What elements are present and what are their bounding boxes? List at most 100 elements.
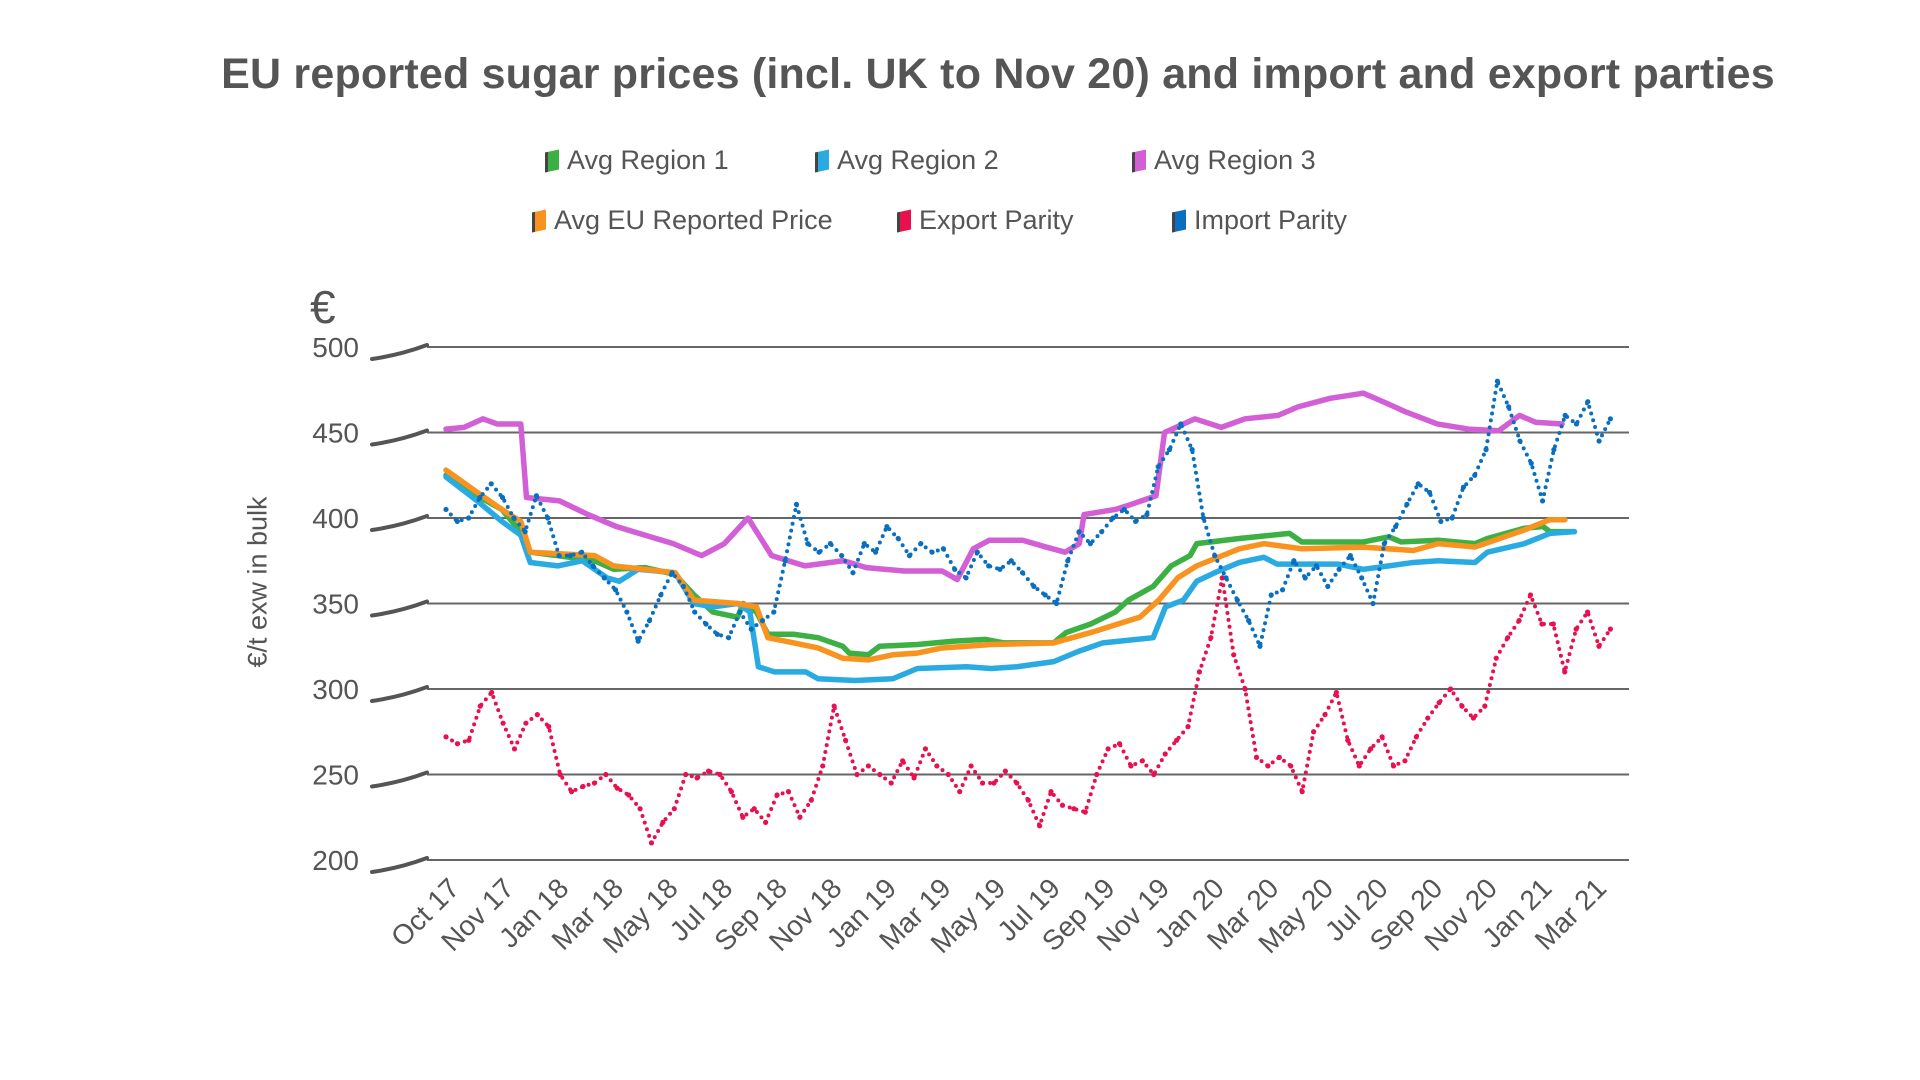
series-import-parity-point bbox=[963, 575, 969, 581]
legend-item-export-parity[interactable]: Export Parity bbox=[897, 205, 1074, 236]
series-export-parity-point bbox=[1208, 635, 1214, 641]
series-export-parity-point bbox=[1276, 754, 1282, 761]
series-export-parity-line bbox=[444, 577, 1613, 848]
series-export-parity-point bbox=[968, 763, 974, 769]
series-export-parity-point bbox=[1037, 823, 1043, 829]
series-export-parity-point bbox=[1185, 724, 1191, 730]
legend-label: Import Parity bbox=[1194, 205, 1348, 235]
legend-item-avg-region-3[interactable]: Avg Region 3 bbox=[1132, 145, 1316, 176]
legend-item-import-parity[interactable]: Import Parity bbox=[1172, 205, 1347, 236]
series-import-parity-point bbox=[1291, 558, 1297, 564]
series-import-parity-point bbox=[1573, 421, 1580, 427]
series-export-parity-point bbox=[1516, 618, 1522, 624]
series-import-parity-point bbox=[1008, 558, 1014, 564]
legend-item-avg-region-2[interactable]: Avg Region 2 bbox=[815, 145, 999, 176]
series-export-parity-point bbox=[1002, 768, 1008, 774]
series-import-parity-point bbox=[940, 546, 947, 552]
series-export-parity-point bbox=[1162, 751, 1168, 757]
series-export-parity-point bbox=[1402, 758, 1408, 764]
series-import-parity-point bbox=[1494, 378, 1500, 384]
series-import-parity-point bbox=[1539, 498, 1546, 504]
series-import-parity-point bbox=[454, 518, 460, 525]
series-export-parity-point bbox=[808, 797, 814, 803]
series-export-parity-point bbox=[1596, 643, 1602, 649]
series-import-parity-point bbox=[1370, 600, 1376, 607]
series-import-parity-point bbox=[499, 494, 506, 501]
series-export-parity-point bbox=[911, 775, 917, 781]
series-import-parity-point bbox=[850, 570, 856, 576]
legend-label: Avg EU Reported Price bbox=[554, 205, 833, 235]
series-export-parity-point bbox=[1253, 754, 1260, 761]
series-import-parity-point bbox=[488, 481, 494, 487]
series-export-parity-point bbox=[1436, 700, 1442, 706]
series-import-parity-point bbox=[1246, 618, 1252, 624]
series-export-parity-point bbox=[1071, 806, 1077, 812]
legend-item-avg-region-1[interactable]: Avg Region 1 bbox=[545, 145, 729, 176]
series-import-parity-point bbox=[1347, 553, 1353, 559]
series-import-parity-point bbox=[1121, 506, 1127, 513]
series-import-parity-point bbox=[443, 506, 449, 513]
series-import-parity-point bbox=[1178, 421, 1184, 427]
series-export-parity-point bbox=[820, 763, 826, 769]
series-export-parity-point bbox=[1482, 703, 1488, 709]
series-import-parity-point bbox=[1517, 438, 1523, 444]
legend-label: Avg Region 2 bbox=[837, 145, 999, 175]
series-export-parity-point bbox=[1128, 763, 1134, 769]
series-import-parity-point bbox=[997, 566, 1003, 572]
legend-label: Avg Region 1 bbox=[567, 145, 729, 175]
series-import-parity-point bbox=[1551, 447, 1557, 453]
series-export-parity-point bbox=[1231, 652, 1237, 658]
series-import-parity-point bbox=[895, 535, 901, 542]
series-import-parity-point bbox=[793, 501, 800, 507]
series-import-parity-point bbox=[906, 553, 913, 559]
series-import-parity-point bbox=[646, 618, 653, 624]
series-import-parity-point bbox=[974, 549, 980, 555]
series-import-parity-point bbox=[635, 638, 641, 644]
series-export-parity-point bbox=[1425, 715, 1431, 721]
series-import-parity-point bbox=[929, 549, 935, 555]
series-import-parity-point bbox=[1483, 447, 1489, 453]
series-export-parity-point bbox=[785, 789, 792, 795]
series-export-parity-point bbox=[1139, 758, 1145, 764]
series-import-parity-point bbox=[1144, 511, 1150, 518]
y-tick-mark bbox=[370, 343, 429, 361]
series-import-parity-point bbox=[1042, 592, 1048, 598]
series-import-parity-point bbox=[1200, 515, 1207, 521]
series-import-parity-point bbox=[1279, 587, 1286, 593]
series-export-parity-point bbox=[580, 783, 586, 790]
series-export-parity-point bbox=[523, 720, 529, 726]
series-export-parity-point bbox=[568, 789, 575, 795]
series-export-parity-point bbox=[694, 775, 700, 781]
series-export-parity-point bbox=[443, 734, 449, 740]
series-export-parity-point bbox=[934, 763, 940, 769]
series-export-parity-point bbox=[763, 819, 769, 825]
series-export-parity-point bbox=[1413, 734, 1419, 740]
series-import-parity-point bbox=[1031, 583, 1037, 590]
series-import-parity-point bbox=[771, 609, 777, 615]
series-export-parity-point bbox=[1048, 789, 1054, 795]
series-export-parity-point bbox=[1573, 626, 1579, 632]
series-import-parity-point bbox=[590, 563, 596, 569]
series-export-parity-point bbox=[1219, 575, 1225, 581]
series-export-parity-point bbox=[1550, 621, 1556, 627]
series-export-parity-point bbox=[1310, 729, 1317, 735]
series-export-parity-point bbox=[1265, 763, 1271, 769]
series-import-parity-point bbox=[1132, 518, 1139, 525]
y-tick-label: 450 bbox=[312, 418, 359, 449]
series-export-parity-point bbox=[454, 741, 461, 747]
series-export-parity-point bbox=[1356, 763, 1362, 769]
series-export-parity-point bbox=[1584, 609, 1591, 615]
y-tick-label: 350 bbox=[312, 589, 359, 620]
series-export-parity-point bbox=[1242, 686, 1248, 692]
legend-item-avg-eu-reported-price[interactable]: Avg EU Reported Price bbox=[532, 205, 833, 236]
series-import-parity-point bbox=[1381, 541, 1387, 547]
series-export-parity-point bbox=[511, 746, 518, 752]
y-tick-mark bbox=[370, 514, 429, 532]
series-import-parity-point bbox=[861, 541, 867, 547]
series-export-parity-point bbox=[477, 703, 483, 709]
series-import-parity-point bbox=[1325, 583, 1331, 590]
series-import-parity-point bbox=[511, 515, 517, 521]
series-import-parity-point bbox=[1415, 481, 1421, 487]
series-export-parity-point bbox=[1539, 621, 1545, 627]
